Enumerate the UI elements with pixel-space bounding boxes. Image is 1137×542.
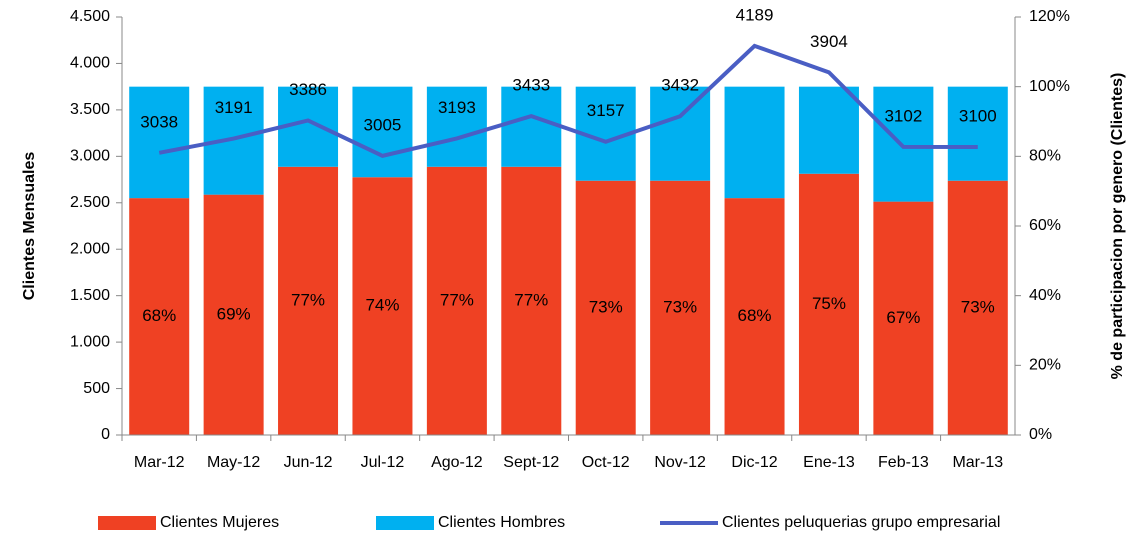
legend-label: Clientes Hombres [438,514,565,531]
line-label: 3432 [661,76,699,95]
line-label: 3191 [215,98,253,117]
line-series [158,43,978,158]
y-tick-label: 0 [101,426,110,443]
bar [947,86,1008,181]
x-tick-label: May-12 [207,454,260,471]
line-label: 3193 [438,98,476,117]
legend-label: Clientes Mujeres [160,514,279,531]
legend-swatch [376,516,434,530]
x-tick-label: Mar-13 [952,454,1003,471]
x-tick-label: Mar-12 [134,454,185,471]
bar [426,86,487,167]
bar-label: 75% [812,294,846,313]
y-tick-label: 3.000 [70,148,110,165]
bar [798,86,859,174]
y2-tick-label: 100% [1029,78,1070,95]
line-label: 3100 [959,107,997,126]
bar [278,166,339,436]
y-tick-label: 1.500 [70,287,110,304]
bar-label: 67% [886,308,920,327]
bar [501,166,562,436]
line-label: 3102 [884,106,922,125]
x-tick-label: Ago-12 [431,454,483,471]
line-label: 3904 [810,32,848,51]
y-tick-label: 2.000 [70,240,110,257]
line-label: 3386 [289,80,327,99]
line-label: 4189 [736,5,774,24]
y2-tick-label: 60% [1029,217,1061,234]
bar [426,166,487,436]
legend-label: Clientes peluquerias grupo empresarial [722,514,1000,531]
line-label: 3157 [587,101,625,120]
legend-swatch [98,516,156,530]
bar-label: 73% [589,297,623,316]
bar [501,86,562,167]
y2-tick-label: 120% [1029,8,1070,25]
y2-tick-label: 0% [1029,426,1052,443]
y2-tick-label: 20% [1029,357,1061,374]
y-tick-label: 2.500 [70,194,110,211]
bar [650,180,711,435]
bar-label: 68% [142,306,176,325]
x-tick-label: Jul-12 [361,454,405,471]
bar [650,86,711,181]
line-label: 3038 [140,112,178,131]
y-tick-label: 1.000 [70,333,110,350]
bar-label: 73% [663,297,697,316]
bar [203,194,264,435]
line-label: 3005 [364,115,402,134]
bar [575,180,636,435]
bar-label: 77% [514,290,548,309]
y-tick-label: 4.500 [70,8,110,25]
x-tick-label: Jun-12 [284,454,333,471]
bar [724,86,785,199]
bar [873,201,934,435]
x-tick-label: Dic-12 [731,454,777,471]
bar [352,177,413,435]
bar [352,86,413,178]
y2-tick-label: 80% [1029,148,1061,165]
bar [724,198,785,435]
bar [129,198,190,435]
bar [798,173,859,435]
bar-label: 74% [365,296,399,315]
y2-axis-title: % de participacion por genero (Clientes) [1109,73,1126,380]
bar-label: 73% [961,297,995,316]
x-tick-label: Oct-12 [582,454,630,471]
bar-label: 69% [217,304,251,323]
y-tick-label: 3.500 [70,101,110,118]
x-tick-label: Nov-12 [654,454,706,471]
bar-label: 77% [291,290,325,309]
x-tick-label: Ene-13 [803,454,855,471]
line-label: 3433 [512,76,550,95]
y-tick-label: 500 [83,380,110,397]
y2-tick-label: 40% [1029,287,1061,304]
y-tick-label: 4.000 [70,55,110,72]
x-tick-label: Sept-12 [503,454,559,471]
bar [947,180,1008,435]
bar [129,86,190,199]
bar-label: 77% [440,290,474,309]
bar-label: 68% [738,306,772,325]
y-axis-title: Clientes Mensuales [21,152,38,301]
x-tick-label: Feb-13 [878,454,929,471]
